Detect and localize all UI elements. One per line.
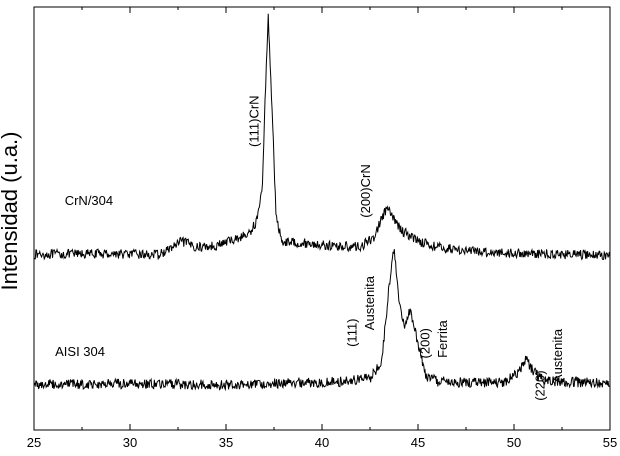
x-tick-label: 55 (603, 435, 617, 450)
peak-annotation: (220) (533, 370, 548, 400)
peak-annotation: (200) (418, 328, 433, 358)
peak-annotation: Ferrita (435, 320, 450, 358)
x-axis-tick-labels: 25 30 35 40 45 50 55 (27, 435, 617, 450)
x-axis (33, 7, 611, 430)
peak-annotation: (111)CrN (247, 95, 262, 147)
series-label-group: CrN/304 AISI 304 (55, 193, 113, 359)
peak-annotation: (200)CrN (358, 164, 373, 217)
peak-annotation: Austenita (550, 328, 565, 383)
series-line-crn-304 (33, 13, 611, 261)
peak-annotation: Austenita (362, 275, 377, 330)
annotation-group: (111)CrN(200)CrN(111)Austenita(200) Ferri… (247, 95, 565, 400)
plot-frame (33, 6, 611, 431)
series-line-aisi-304 (33, 249, 611, 392)
x-tick-label: 25 (27, 435, 41, 450)
series-label: CrN/304 (65, 193, 113, 208)
series-label: AISI 304 (55, 344, 105, 359)
y-axis-title: Intensidad (u.a.) (0, 132, 22, 291)
x-tick-label: 45 (411, 435, 425, 450)
x-tick-label: 30 (123, 435, 137, 450)
peak-annotation: (111) (345, 318, 360, 346)
x-tick-label: 50 (507, 435, 521, 450)
series-group (33, 13, 611, 392)
x-tick-label: 35 (219, 435, 233, 450)
x-tick-label: 40 (315, 435, 329, 450)
